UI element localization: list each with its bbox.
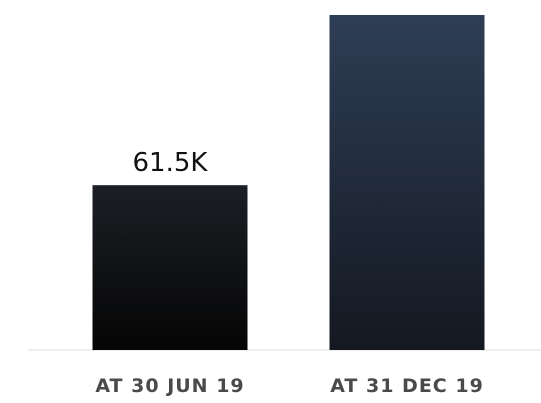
x-tick-label-at-30-jun-19: AT 30 JUN 19 xyxy=(95,375,244,397)
x-tick-label-at-31-dec-19: AT 31 DEC 19 xyxy=(330,375,484,397)
bar-at-30-jun-19 xyxy=(92,185,248,350)
bar-at-31-dec-19 xyxy=(329,15,485,350)
data-label-at-30-jun-19: 61.5K xyxy=(133,148,209,178)
